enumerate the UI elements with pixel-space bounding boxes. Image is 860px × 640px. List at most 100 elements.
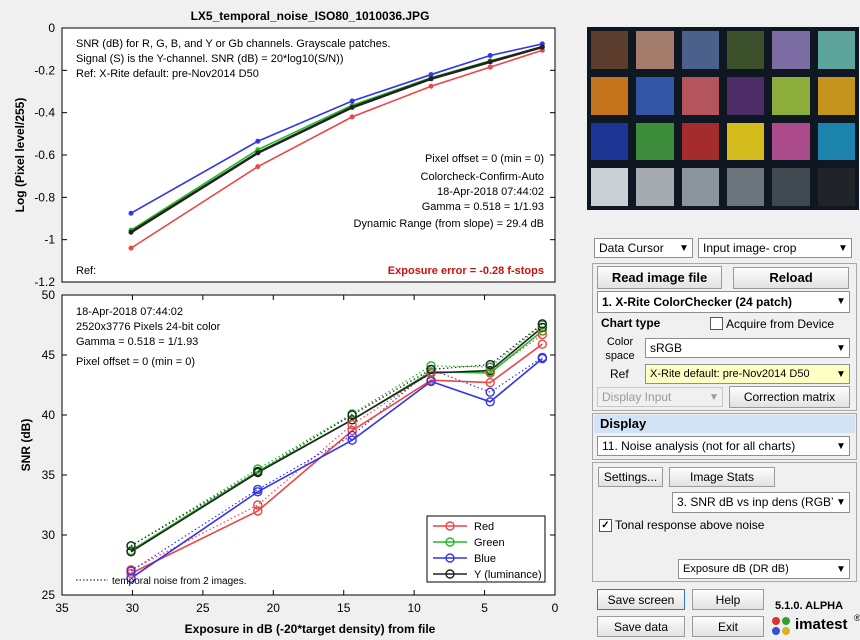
plot-type-value: 3. SNR dB vs inp dens (RGBY) [677,495,844,509]
legend-label: Y (luminance) [474,569,542,581]
bottom-y-axis-label: SNR (dB) [19,419,33,472]
top-right-line-2: Colorcheck-Confirm-Auto [421,171,544,183]
save-screen-button[interactable]: Save screen [597,589,685,610]
legend-label: Green [474,537,505,549]
top-right-line-3: 18-Apr-2018 07:44:02 [437,186,544,198]
bottom-x-tick-label: 30 [126,601,140,615]
color-patch [817,76,855,115]
bottom-data-marker [126,541,136,551]
bottom-x-tick-labels: 35 30 25 20 15 10 5 0 [55,295,559,615]
top-y-tick-label: -0.6 [34,148,55,162]
tonal-response-label: Tonal response above noise [615,518,765,532]
top-data-point [255,164,261,170]
bottom-dotted-series-line [130,334,543,571]
color-patch [817,31,855,69]
bottom-x-tick-label: 15 [337,601,351,615]
chevron-down-icon: ▼ [676,239,692,257]
image-stats-button[interactable]: Image Stats [669,467,775,487]
reload-button[interactable]: Reload [733,267,849,289]
chart-select[interactable]: 1. X-Rite ColorChecker (24 patch) ▼ [597,291,850,313]
chevron-down-icon: ▼ [833,437,849,455]
acquire-label: Acquire from Device [726,317,835,331]
bottom-x-tick-label: 0 [552,601,559,615]
legend-label: Blue [474,553,496,565]
bottom-data-marker [537,319,548,329]
bottom-x-tick-label: 35 [55,601,69,615]
settings-button[interactable]: Settings... [598,467,663,487]
exit-button[interactable]: Exit [692,616,764,637]
correction-matrix-button[interactable]: Correction matrix [729,386,850,408]
read-image-button[interactable]: Read image file [597,266,722,289]
plots-area: LX5_temporal_noise_ISO80_1010036.JPG 0 -0… [13,9,559,636]
exposure-error-text: Exposure error = -0.28 f-stops [388,265,544,277]
color-patch [681,122,719,161]
top-chart-title: LX5_temporal_noise_ISO80_1010036.JPG [191,9,430,23]
top-info-line-3: Ref: X-Rite default: pre-Nov2014 D50 [76,68,259,80]
color-patch [727,31,765,69]
bottom-data-marker [253,500,263,510]
bottom-data-marker [485,387,495,397]
top-y-tick-label: 0 [48,21,55,35]
color-space-value: sRGB [650,341,683,355]
legend-marker [445,553,455,563]
data-cursor-select[interactable]: Data Cursor ▼ [594,238,693,258]
color-space-label: Color space [605,336,635,362]
bottom-x-tick-label: 10 [407,601,421,615]
color-space-select[interactable]: sRGB ▼ [645,338,850,358]
tonal-response-checkbox[interactable]: ✓ [599,519,612,532]
color-patch [772,168,810,206]
color-patch [591,31,629,69]
acquire-checkbox[interactable] [710,317,723,330]
bottom-info-line-1: 18-Apr-2018 07:44:02 [76,306,183,318]
top-data-point [428,76,434,82]
logo-mark-icon [772,617,790,635]
bottom-data-marker [537,352,548,363]
color-patch [591,168,629,206]
brand-name: imatest [795,616,848,633]
color-patch [681,76,719,115]
version-label: 5.1.0. ALPHA [775,600,844,612]
color-patch [727,76,765,115]
save-data-button[interactable]: Save data [597,616,685,637]
display-input-select[interactable]: Display Input ▼ [597,387,723,407]
top-series-line [130,43,543,214]
chevron-down-icon: ▼ [833,365,849,383]
bottom-data-marker [426,361,436,371]
top-data-point [487,53,493,59]
display-select[interactable]: 11. Noise analysis (not for all charts) ▼ [597,436,850,456]
top-data-point [428,83,434,89]
chevron-down-icon: ▼ [835,239,851,257]
top-y-tick-label: -1.2 [34,275,55,289]
display-input-value: Display Input [602,390,672,404]
bottom-data-marker [485,377,495,388]
color-patch [591,122,629,161]
legend-marker [445,569,455,579]
bottom-data-marker [126,566,136,576]
top-series-line [130,49,543,249]
exposure-select[interactable]: Exposure dB (DR dB) ▼ [678,559,850,579]
bottom-data-marker [253,484,263,495]
ref-value: X-Rite default: pre-Nov2014 D50 [650,368,810,380]
help-button[interactable]: Help [692,589,764,610]
color-patch [681,168,719,206]
bottom-data-marker [347,430,357,441]
ref-select[interactable]: X-Rite default: pre-Nov2014 D50 ▼ [645,364,850,384]
footnote-text: temporal noise from 2 images. [112,576,247,587]
chevron-down-icon: ▼ [833,560,849,578]
bottom-data-marker [485,367,495,377]
top-ref-label: Ref: [76,265,96,277]
bottom-x-tick-label: 5 [481,601,488,615]
bottom-x-axis-label: Exposure in dB (-20*target density) from… [185,622,436,636]
data-cursor-value: Data Cursor [599,241,664,255]
plot-type-select[interactable]: 3. SNR dB vs inp dens (RGBY) ▼ [672,492,850,513]
legend: Red Green Blue Y (luminance) [426,515,546,583]
top-info-line-1: SNR (dB) for R, G, B, and Y or Gb channe… [76,38,390,50]
top-data-point [128,245,134,251]
bottom-data-marker [253,506,263,516]
top-y-tick-labels: 0 -0.2 -0.4 -0.6 -0.8 -1 -1.2 [34,21,555,289]
color-patch [727,168,765,206]
color-patch [817,122,855,161]
bottom-data-marker [347,419,357,430]
input-image-select[interactable]: Input image- crop ▼ [698,238,852,258]
